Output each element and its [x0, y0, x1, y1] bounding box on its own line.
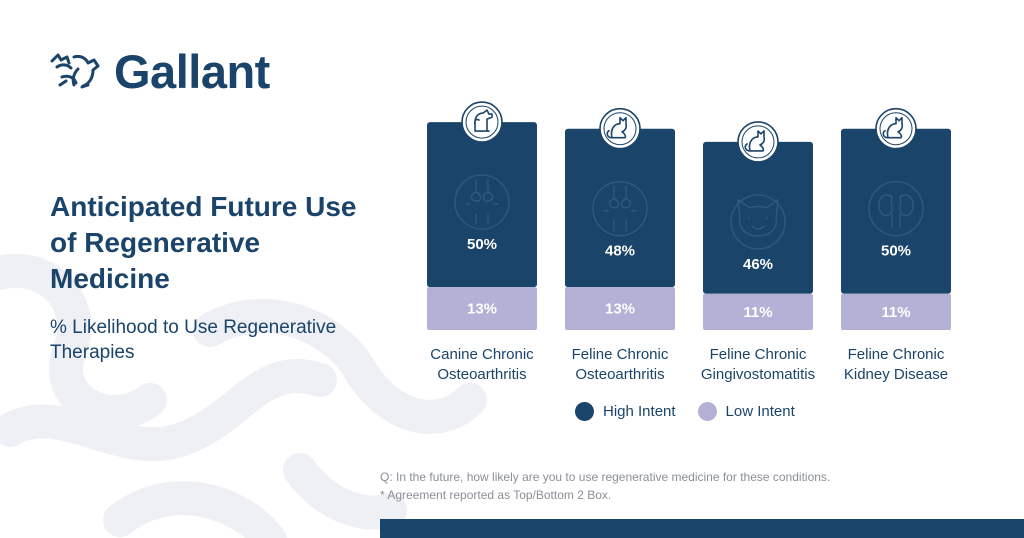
legend-swatch-high [575, 402, 594, 421]
legend-swatch-low [697, 402, 717, 421]
category-label-3-1: Kidney Disease [844, 366, 948, 383]
legend-label-high: High Intent [603, 403, 676, 420]
data-label-low-0: 13% [467, 301, 497, 318]
data-label-low-1: 13% [605, 301, 635, 318]
footnote-note: * Agreement reported as Top/Bottom 2 Box… [380, 488, 612, 502]
data-label-high-0: 50% [467, 236, 497, 253]
bottom-accent-bar [380, 519, 1024, 538]
bar-high-intent-0 [427, 122, 537, 288]
data-label-low-3: 11% [881, 304, 910, 321]
page-title: Anticipated Future Use of Regenerative M… [50, 191, 357, 294]
category-label-3-0: Feline Chronic [848, 346, 945, 363]
joint-icon-0 [454, 174, 510, 230]
legend-item-high-intent: High Intent [575, 402, 676, 421]
category-label-2-0: Feline Chronic [710, 346, 807, 363]
legend-label-low: Low Intent [725, 403, 795, 420]
chart-legend: High Intent Low Intent [575, 402, 817, 421]
data-label-high-1: 48% [605, 243, 635, 260]
category-label-2-1: Gingivostomatitis [701, 366, 815, 383]
bar-low-intent-2 [703, 293, 813, 330]
cat-icon-1 [599, 107, 641, 150]
bar-low-intent-3 [841, 293, 951, 330]
bar-high-intent-2 [703, 141, 813, 294]
data-label-high-3: 50% [881, 243, 911, 260]
category-label-1-1: Osteoarthritis [575, 366, 664, 383]
category-label-0-1: Osteoarthritis [437, 366, 526, 383]
page-subtitle: % Likelihood to Use Regenerative Therapi… [50, 317, 337, 363]
brand-logo: Gallant [48, 44, 270, 99]
kidney-icon-3 [868, 180, 924, 237]
category-label-0-0: Canine Chronic [430, 346, 534, 363]
data-label-high-2: 46% [743, 256, 773, 273]
category-label-1-0: Feline Chronic [572, 346, 669, 363]
bar-low-intent-1 [565, 287, 675, 330]
brand-name: Gallant [114, 45, 270, 98]
legend-item-low-intent: Low Intent [697, 402, 795, 421]
cat-icon-2 [737, 121, 779, 163]
dog-icon-0 [461, 101, 503, 143]
joint-icon-1 [592, 180, 648, 237]
data-label-low-2: 11% [743, 304, 772, 321]
bar-low-intent-0 [427, 287, 537, 330]
footnote-question: Q: In the future, how likely are you to … [380, 470, 831, 484]
dog-cat-outline-icon [50, 53, 100, 88]
cat-icon-3 [875, 107, 917, 150]
bar-high-intent-1 [565, 128, 675, 288]
cat-face-mouth-icon-2 [730, 194, 786, 250]
bar-high-intent-3 [841, 128, 951, 294]
